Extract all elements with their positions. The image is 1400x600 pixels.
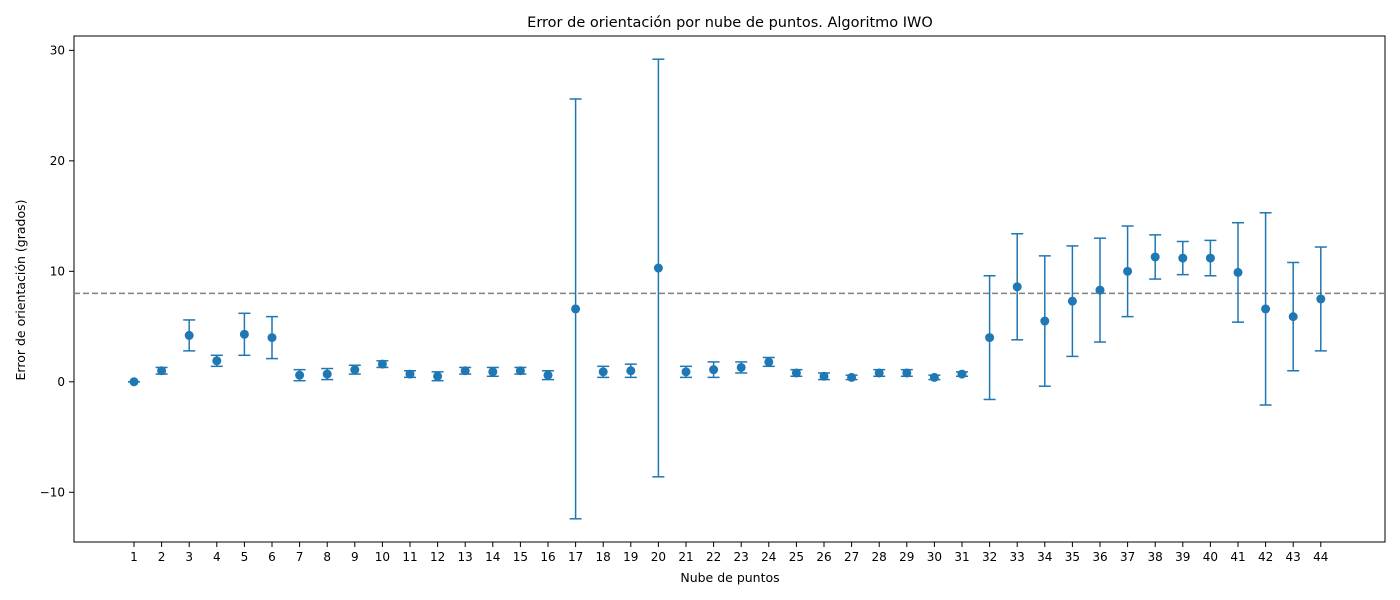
data-point [1261, 304, 1271, 314]
data-point [709, 365, 719, 375]
x-tick-label: 18 [596, 550, 611, 564]
data-point [598, 367, 608, 377]
data-point [1288, 312, 1298, 322]
x-tick-label: 37 [1120, 550, 1135, 564]
data-point [847, 372, 857, 382]
x-tick-label: 4 [213, 550, 221, 564]
x-tick-label: 41 [1230, 550, 1245, 564]
data-point [1012, 282, 1022, 292]
x-tick-label: 14 [485, 550, 500, 564]
x-tick-label: 11 [402, 550, 417, 564]
data-point [764, 357, 774, 367]
x-tick-label: 5 [241, 550, 249, 564]
x-tick-label: 15 [513, 550, 528, 564]
plot-frame [73, 35, 1386, 543]
data-point [1178, 253, 1188, 263]
data-point [239, 329, 249, 339]
x-tick-label: 33 [1010, 550, 1025, 564]
data-point [653, 263, 663, 273]
data-point [791, 368, 801, 378]
x-tick-label: 3 [185, 550, 193, 564]
data-point [322, 369, 332, 379]
x-tick-label: 9 [351, 550, 359, 564]
x-tick-label: 6 [268, 550, 276, 564]
x-tick-label: 26 [816, 550, 831, 564]
x-tick-label: 19 [623, 550, 638, 564]
data-point [1233, 267, 1243, 277]
x-tick-label: 17 [568, 550, 583, 564]
data-point [543, 370, 553, 380]
data-point [985, 333, 995, 343]
x-tick-label: 38 [1148, 550, 1163, 564]
data-point [433, 371, 443, 381]
x-tick-label: 22 [706, 550, 721, 564]
data-point [929, 372, 939, 382]
x-tick-label: 20 [651, 550, 666, 564]
data-point [1205, 253, 1215, 263]
x-tick-label: 35 [1065, 550, 1080, 564]
data-point [902, 368, 912, 378]
data-point [626, 366, 636, 376]
x-tick-label: 29 [899, 550, 914, 564]
data-point [1123, 266, 1133, 276]
x-tick-label: 43 [1286, 550, 1301, 564]
x-tick-label: 21 [678, 550, 693, 564]
x-tick-label: 13 [458, 550, 473, 564]
y-axis-label: Error de orientación (grados) [13, 200, 28, 381]
data-point [1067, 296, 1077, 306]
data-point [1150, 252, 1160, 262]
data-point [295, 370, 305, 380]
data-point [736, 362, 746, 372]
data-point [874, 368, 884, 378]
data-point [1316, 294, 1326, 304]
data-point [488, 367, 498, 377]
x-tick-label: 30 [927, 550, 942, 564]
data-point [405, 369, 415, 379]
x-tick-label: 36 [1092, 550, 1107, 564]
x-tick-label: 25 [789, 550, 804, 564]
data-point [184, 330, 194, 340]
x-tick-label: 10 [375, 550, 390, 564]
x-tick-label: 23 [734, 550, 749, 564]
data-point [957, 369, 967, 379]
data-point [129, 377, 139, 387]
x-tick-label: 39 [1175, 550, 1190, 564]
data-point [377, 359, 387, 369]
x-tick-label: 12 [430, 550, 445, 564]
data-point [515, 366, 525, 376]
y-tick-label: 20 [50, 154, 65, 168]
data-point [681, 367, 691, 377]
y-tick-label: −10 [40, 485, 65, 499]
data-point [350, 365, 360, 375]
data-point [267, 333, 277, 343]
data-point [1040, 316, 1050, 326]
data-point [571, 304, 581, 314]
x-tick-label: 44 [1313, 550, 1328, 564]
data-point [1095, 285, 1105, 295]
x-tick-label: 8 [323, 550, 331, 564]
x-tick-label: 32 [982, 550, 997, 564]
y-tick-label: 10 [50, 264, 65, 278]
x-tick-label: 16 [540, 550, 555, 564]
x-tick-label: 34 [1037, 550, 1052, 564]
x-axis-label: Nube de puntos [680, 570, 779, 585]
x-tick-label: 31 [954, 550, 969, 564]
y-tick-label: 30 [50, 43, 65, 57]
data-point [460, 366, 470, 376]
x-tick-label: 2 [158, 550, 166, 564]
x-tick-label: 42 [1258, 550, 1273, 564]
chart-title: Error de orientación por nube de puntos.… [527, 15, 933, 31]
data-point [819, 371, 829, 381]
y-tick-label: 0 [57, 375, 65, 389]
x-tick-label: 28 [872, 550, 887, 564]
x-tick-label: 1 [130, 550, 138, 564]
x-tick-label: 40 [1203, 550, 1218, 564]
x-tick-label: 24 [761, 550, 776, 564]
data-point [157, 366, 167, 376]
x-tick-label: 7 [296, 550, 304, 564]
x-tick-label: 27 [844, 550, 859, 564]
data-point [212, 356, 222, 366]
